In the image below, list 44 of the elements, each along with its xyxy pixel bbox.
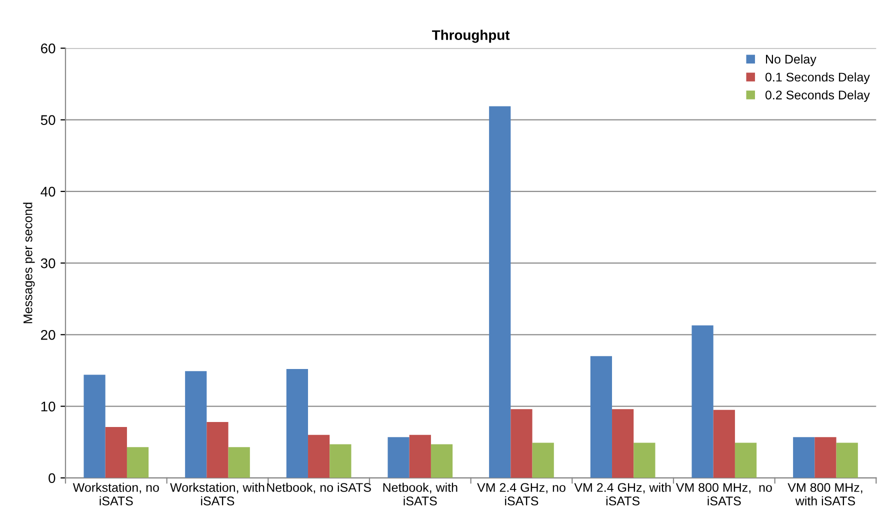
legend-label: 0.2 Seconds Delay <box>765 90 870 102</box>
bar <box>814 437 836 478</box>
bar <box>430 444 453 478</box>
bar <box>793 437 815 478</box>
x-tick-label: Netbook, no iSATS <box>267 482 371 494</box>
bar <box>409 434 431 478</box>
bar <box>286 369 308 478</box>
bar <box>634 442 656 478</box>
bar <box>734 442 757 478</box>
y-tick-label: 20 <box>41 330 56 340</box>
x-tick-label: Netbook, with iSATS <box>383 482 458 506</box>
x-tick-label: VM 800 MHz, no iSATS <box>676 483 772 506</box>
y-tick-label: 30 <box>40 258 56 268</box>
x-tick-label: Workstation, with iSATS <box>170 482 264 506</box>
bar <box>612 409 634 478</box>
x-tick-label: VM 2.4 GHz, no iSATS <box>477 483 566 506</box>
bar <box>308 434 330 478</box>
y-axis-title: Messages per second <box>23 202 35 324</box>
bar <box>330 444 352 478</box>
x-tick-label: Workstation, no iSATS <box>72 482 159 506</box>
bar <box>206 422 228 478</box>
y-tick-label: 10 <box>41 402 56 412</box>
bar <box>105 427 127 478</box>
bar <box>489 106 511 478</box>
bar <box>84 374 106 478</box>
y-tick-label: 50 <box>40 115 56 125</box>
bar <box>388 437 410 478</box>
legend-label: 0.1 Seconds Delay <box>765 72 870 84</box>
bar <box>228 447 250 478</box>
bar <box>126 447 149 478</box>
bar <box>185 371 207 478</box>
bar <box>510 409 532 478</box>
y-tick-label: 0 <box>48 473 56 484</box>
legend-label: No Delay <box>766 54 816 66</box>
bar <box>836 442 858 478</box>
x-tick-label: VM 800 MHz, with iSATS <box>788 483 862 506</box>
y-tick-label: 40 <box>40 186 56 197</box>
bar <box>692 325 714 478</box>
bar <box>713 410 735 478</box>
x-tick-label: VM 2.4 GHz, with iSATS <box>574 482 671 506</box>
bar <box>532 442 554 478</box>
y-tick-label: 60 <box>41 44 56 54</box>
bar <box>590 356 612 478</box>
chart-title: Throughput <box>432 30 510 43</box>
